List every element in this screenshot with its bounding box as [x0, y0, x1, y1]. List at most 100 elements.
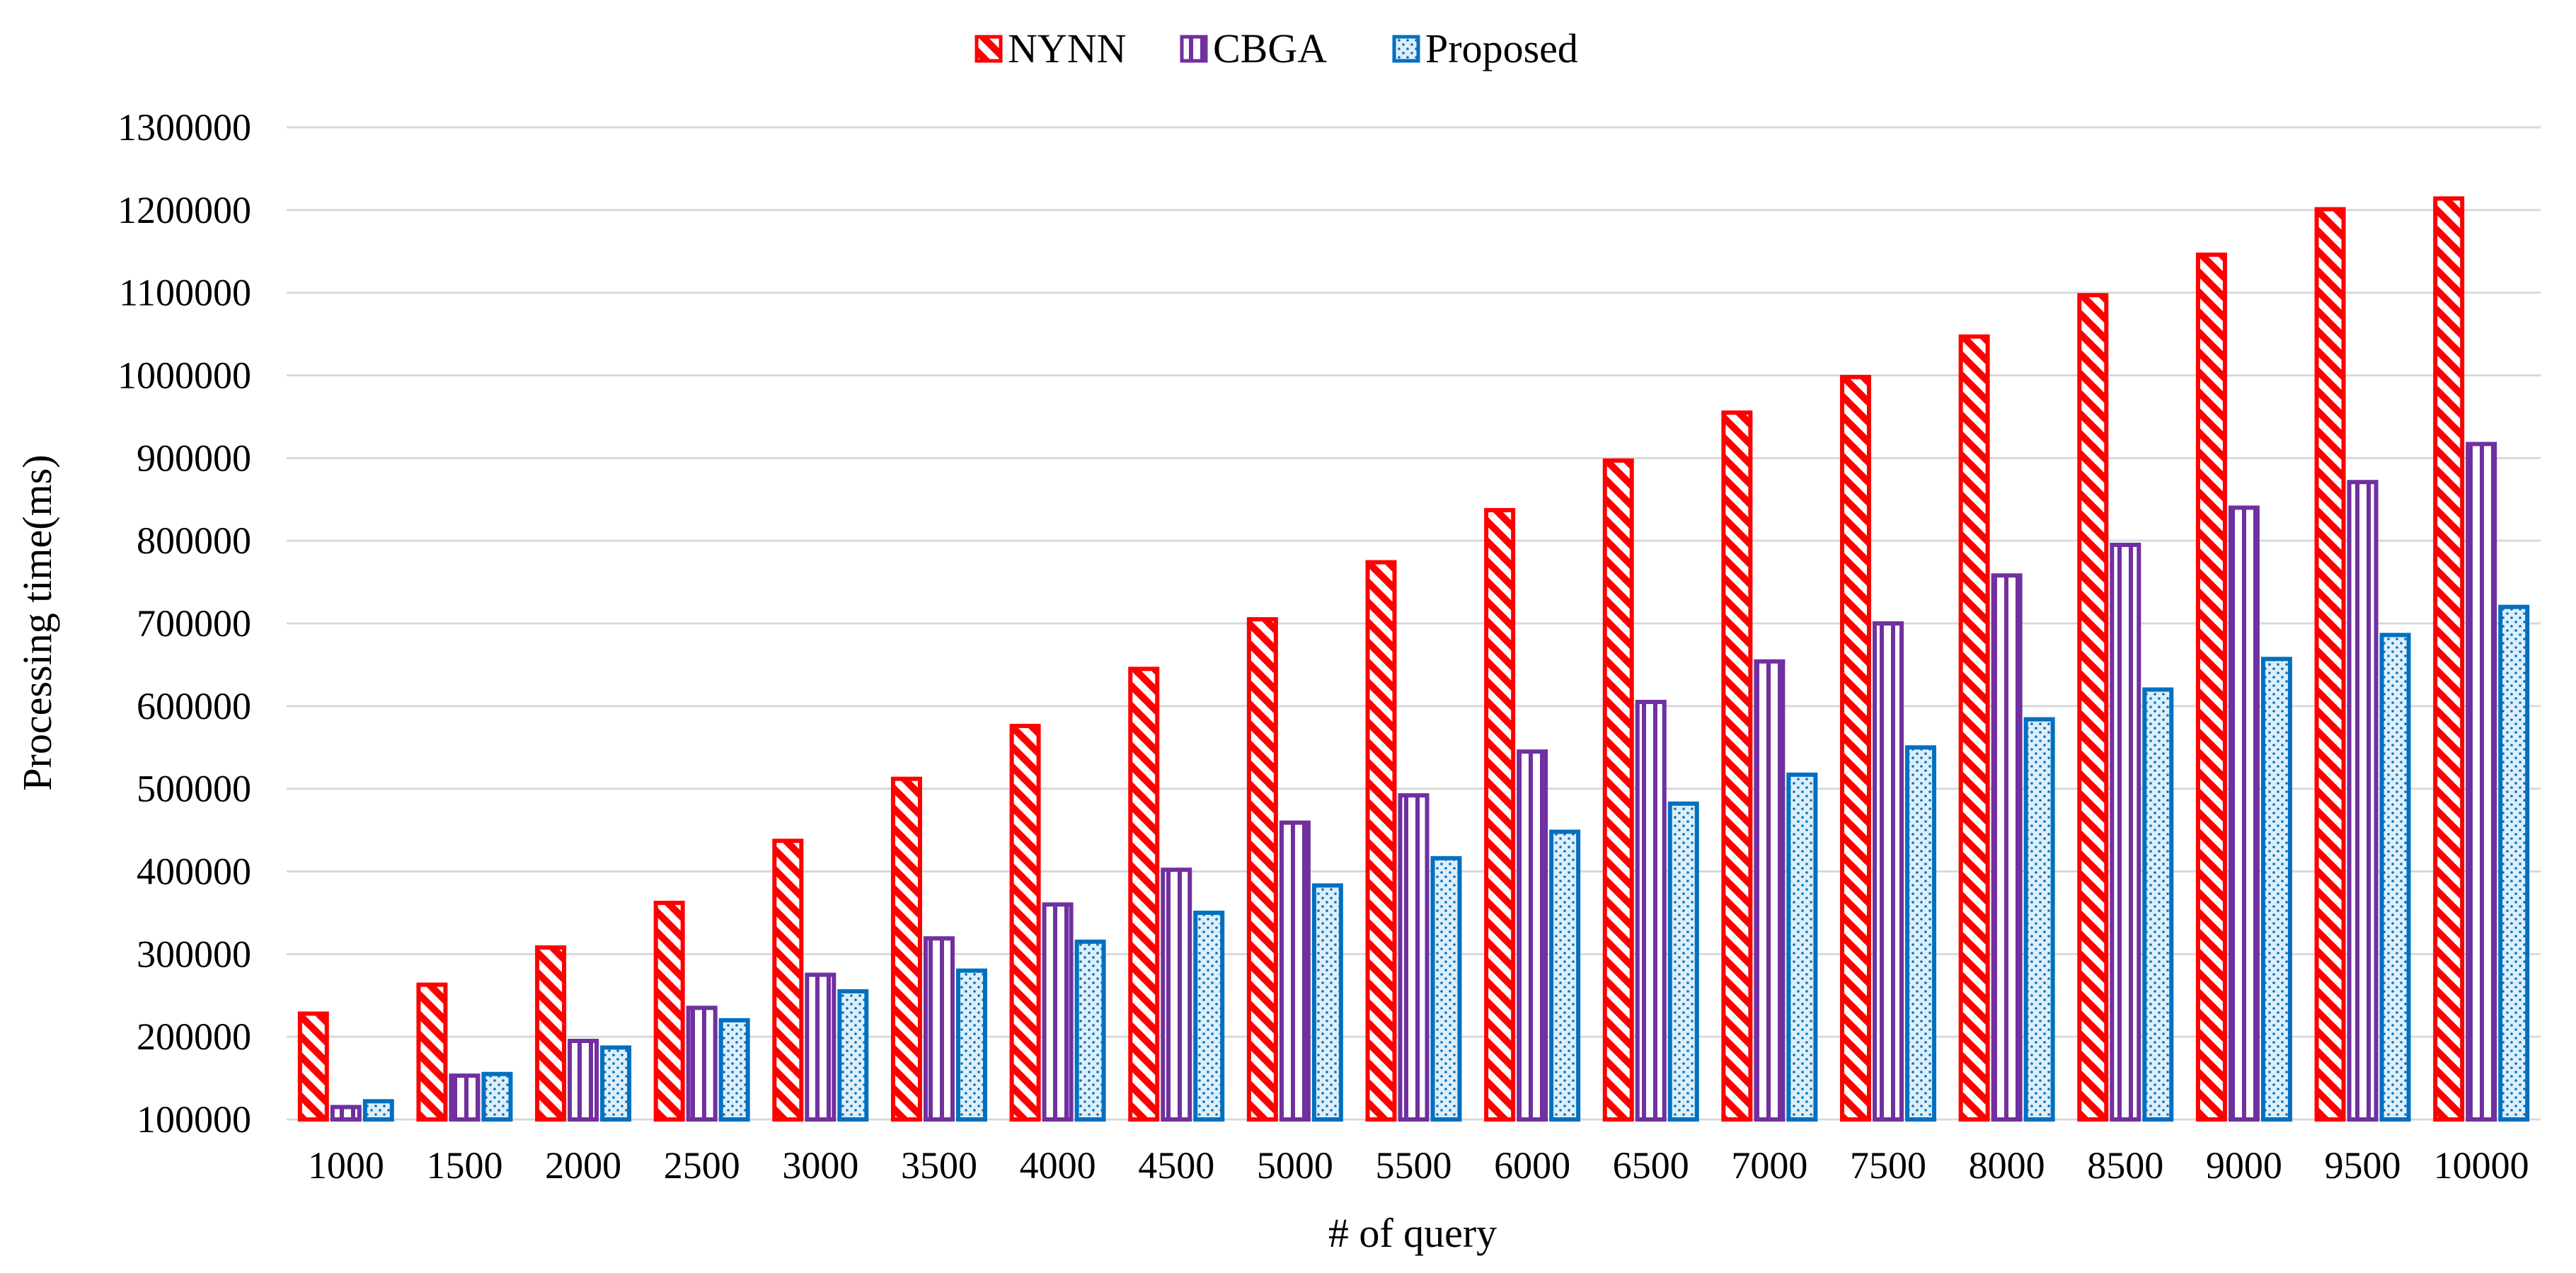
- y-tick-label: 600000: [137, 685, 251, 727]
- x-tick-label: 7500: [1850, 1144, 1926, 1187]
- bar-nynn-1500: [416, 982, 448, 1122]
- legend-label-cbga: CBGA: [1213, 25, 1327, 71]
- bar-proposed-1500: [481, 1071, 513, 1122]
- bar-cbga-2000: [568, 1039, 599, 1122]
- y-tick-label: 200000: [137, 1015, 251, 1058]
- bar-cbga-3500: [923, 936, 955, 1122]
- x-tick-label: 6000: [1494, 1144, 1570, 1187]
- x-tick-label: 9500: [2325, 1144, 2401, 1187]
- bar-proposed-5500: [1430, 856, 1462, 1122]
- bar-nynn-3000: [772, 839, 804, 1122]
- bar-proposed-4000: [1074, 939, 1106, 1122]
- chart-legend: NYNN CBGA Proposed: [974, 25, 1578, 71]
- x-tick-label: 4500: [1138, 1144, 1214, 1187]
- bar-cbga-3000: [805, 972, 836, 1122]
- legend-swatch-cbga: [1180, 35, 1208, 63]
- bar-nynn-8000: [1958, 334, 1990, 1122]
- bar-nynn-4000: [1009, 723, 1041, 1122]
- y-tick-label: 400000: [137, 851, 251, 893]
- y-tick-label: 300000: [137, 933, 251, 975]
- bar-cbga-6000: [1517, 749, 1548, 1122]
- bar-proposed-2500: [718, 1018, 750, 1122]
- bar-nynn-7000: [1721, 410, 1753, 1122]
- bar-proposed-5000: [1311, 883, 1343, 1122]
- bar-nynn-9500: [2314, 207, 2346, 1122]
- bar-nynn-5000: [1246, 617, 1278, 1122]
- bar-cbga-9000: [2228, 505, 2260, 1122]
- bar-cbga-2500: [686, 1006, 718, 1122]
- bar-nynn-9000: [2195, 252, 2227, 1122]
- y-tick-label: 1300000: [117, 106, 251, 149]
- bar-cbga-7000: [1754, 659, 1786, 1122]
- bar-proposed-10000: [2498, 604, 2530, 1122]
- bar-proposed-3500: [955, 968, 987, 1122]
- bar-proposed-9000: [2260, 657, 2292, 1122]
- bar-cbga-8000: [1991, 573, 2023, 1122]
- bar-nynn-6500: [1602, 458, 1634, 1122]
- bar-cbga-9500: [2347, 480, 2379, 1122]
- bar-proposed-6000: [1549, 829, 1581, 1122]
- bar-cbga-6500: [1635, 699, 1667, 1122]
- bar-proposed-6500: [1667, 801, 1699, 1122]
- x-tick-label: 2000: [545, 1144, 621, 1187]
- bar-nynn-3500: [890, 776, 922, 1122]
- y-axis-title: Processing time(ms): [14, 454, 60, 790]
- bar-nynn-6000: [1484, 507, 1516, 1122]
- bar-proposed-1000: [362, 1099, 394, 1122]
- x-tick-label: 5500: [1376, 1144, 1452, 1187]
- bar-nynn-7500: [1840, 374, 1872, 1122]
- bar-proposed-7500: [1905, 745, 1937, 1122]
- bar-cbga-4000: [1042, 902, 1074, 1122]
- y-tick-label: 500000: [137, 768, 251, 810]
- bar-cbga-8500: [2110, 543, 2141, 1122]
- y-axis-ticks: 100000 200000 300000 400000 500000 600000 7000…: [117, 106, 251, 1141]
- bar-nynn-5500: [1365, 560, 1397, 1122]
- bar-proposed-8000: [2023, 717, 2055, 1122]
- x-axis-title: # of query: [1328, 1210, 1497, 1256]
- x-tick-label: 3500: [901, 1144, 977, 1187]
- bar-nynn-4500: [1128, 667, 1160, 1122]
- x-tick-label: 8500: [2087, 1144, 2163, 1187]
- bar-proposed-4500: [1193, 910, 1225, 1122]
- y-tick-label: 1000000: [117, 355, 251, 397]
- x-tick-label: 8000: [1969, 1144, 2045, 1187]
- x-tick-label: 4000: [1020, 1144, 1096, 1187]
- legend-label-proposed: Proposed: [1425, 25, 1578, 71]
- legend-swatch-nynn: [974, 35, 1003, 63]
- bar-nynn-10000: [2433, 196, 2465, 1122]
- legend-label-nynn: NYNN: [1008, 25, 1127, 71]
- y-tick-label: 1200000: [117, 189, 251, 231]
- bars: [297, 196, 2530, 1122]
- bar-cbga-1000: [330, 1105, 362, 1122]
- x-tick-label: 2500: [664, 1144, 740, 1187]
- bar-proposed-2000: [600, 1045, 632, 1122]
- x-tick-label: 1500: [426, 1144, 502, 1187]
- bar-proposed-3000: [837, 989, 869, 1122]
- x-tick-label: 7000: [1731, 1144, 1807, 1187]
- x-tick-label: 1000: [308, 1144, 384, 1187]
- x-tick-label: 9000: [2206, 1144, 2282, 1187]
- x-tick-label: 6500: [1613, 1144, 1689, 1187]
- x-tick-label: 10000: [2434, 1144, 2529, 1187]
- x-tick-label: 3000: [782, 1144, 858, 1187]
- bar-nynn-2500: [653, 900, 685, 1122]
- bar-cbga-10000: [2466, 442, 2497, 1122]
- y-tick-label: 800000: [137, 519, 251, 562]
- y-tick-label: 900000: [137, 437, 251, 479]
- bar-nynn-2000: [535, 945, 567, 1122]
- x-axis-ticks: 1000 1500 2000 2500 3000 3500 4000 4500 5000 5500…: [308, 1144, 2529, 1187]
- bar-cbga-5500: [1398, 793, 1430, 1122]
- bar-proposed-9500: [2379, 633, 2411, 1122]
- bar-cbga-1500: [449, 1073, 481, 1122]
- bar-nynn-8500: [2077, 293, 2109, 1122]
- bar-nynn-1000: [297, 1011, 329, 1122]
- bar-proposed-8500: [2142, 687, 2174, 1122]
- y-tick-label: 100000: [137, 1098, 251, 1141]
- bar-cbga-4500: [1161, 868, 1192, 1122]
- bar-cbga-7500: [1873, 621, 1904, 1122]
- bar-proposed-7000: [1786, 772, 1818, 1122]
- bar-cbga-5000: [1279, 820, 1311, 1122]
- x-tick-label: 5000: [1257, 1144, 1333, 1187]
- y-tick-label: 1100000: [119, 272, 251, 314]
